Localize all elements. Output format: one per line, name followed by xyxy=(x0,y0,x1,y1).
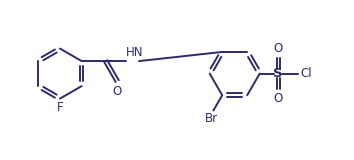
Text: F: F xyxy=(57,101,63,114)
Text: S: S xyxy=(274,67,283,80)
Text: Cl: Cl xyxy=(300,67,312,80)
Text: O: O xyxy=(274,92,283,105)
Text: O: O xyxy=(274,42,283,55)
Text: Br: Br xyxy=(205,112,218,125)
Text: O: O xyxy=(113,85,122,98)
Text: HN: HN xyxy=(126,46,143,59)
